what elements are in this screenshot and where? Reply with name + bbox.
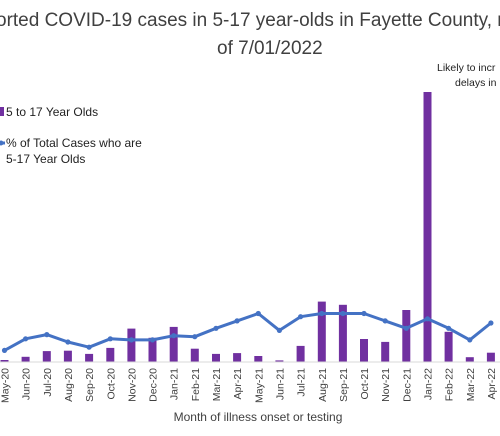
bar-jan-21 <box>169 326 178 362</box>
line-point-jul-20 <box>44 332 50 338</box>
line-point-jun-20 <box>23 336 29 342</box>
bar-jul-21 <box>296 345 305 362</box>
x-tick-jun-20: Jun-20 <box>21 368 33 400</box>
annotation-line-2: delays in <box>455 77 497 89</box>
x-tick-jun-21: Jun-21 <box>274 368 286 400</box>
line-point-dec-21 <box>403 325 409 331</box>
bar-jun-21 <box>275 360 284 362</box>
bar-oct-21 <box>360 339 368 362</box>
line-point-oct-21 <box>361 310 367 317</box>
bar-dec-21 <box>402 310 411 362</box>
x-tick-may-20: May-20 <box>0 368 12 403</box>
legend: 5 to 17 Year Olds % of Total Cases who a… <box>0 105 142 166</box>
x-tick-may-21: May-21 <box>253 368 265 403</box>
line-point-sep-21 <box>340 310 346 317</box>
bar-oct-20 <box>106 347 115 362</box>
x-tick-labels: May-20 Jun-20 Jul-20 Aug-20 Sep-20 Oct-20 Nov-… <box>0 368 498 403</box>
x-tick-aug-21: Aug-21 <box>317 368 329 402</box>
bar-nov-21 <box>381 341 390 362</box>
annotation-line-1: Likely to incr <box>437 62 496 74</box>
line-point-jan-21 <box>171 333 177 339</box>
bar-aug-20 <box>63 350 72 362</box>
bar-sep-21 <box>338 304 347 362</box>
bar-dec-20 <box>148 337 157 362</box>
line-point-may-21 <box>255 310 261 317</box>
bar-sep-20 <box>85 353 94 362</box>
bar-jun-20 <box>21 356 30 362</box>
bar-mar-21 <box>212 353 220 362</box>
line-point-feb-22 <box>446 325 452 331</box>
legend-line-label-1: % of Total Cases who are <box>6 136 142 150</box>
line-point-sep-20 <box>86 344 92 350</box>
x-tick-dec-20: Dec-20 <box>148 368 160 402</box>
line-series <box>1 310 494 353</box>
legend-line-marker <box>0 140 4 146</box>
line-point-oct-20 <box>107 336 113 342</box>
x-tick-sep-20: Sep-20 <box>84 368 96 402</box>
line-point-mar-21 <box>213 325 219 331</box>
x-axis-title: Month of illness onset or testing <box>174 410 343 424</box>
line-point-dec-20 <box>149 337 156 343</box>
x-tick-mar-22: Mar-22 <box>465 368 477 401</box>
percent-line <box>3 312 492 352</box>
bar-may-21 <box>254 356 263 362</box>
bar-series <box>0 92 495 362</box>
x-tick-feb-22: Feb-22 <box>444 368 456 401</box>
bar-may-20 <box>0 360 9 362</box>
x-tick-jul-21: Jul-21 <box>296 368 308 397</box>
legend-bar-label: 5 to 17 Year Olds <box>6 105 98 119</box>
bar-mar-22 <box>465 357 474 362</box>
line-point-jul-21 <box>298 314 304 320</box>
line-point-jun-21 <box>276 327 282 333</box>
bar-apr-22 <box>486 352 495 362</box>
x-tick-sep-21: Sep-21 <box>338 368 350 402</box>
line-point-nov-20 <box>128 337 134 343</box>
x-tick-dec-21: Dec-21 <box>401 368 413 402</box>
line-point-aug-21 <box>319 310 325 317</box>
line-point-nov-21 <box>382 318 388 324</box>
bar-nov-20 <box>127 328 136 362</box>
bar-jul-20 <box>42 351 51 362</box>
chart-title-line-2: of 7/01/2022 <box>217 38 323 59</box>
bar-feb-22 <box>444 331 453 362</box>
x-tick-jul-20: Jul-20 <box>42 368 54 397</box>
x-tick-jan-21: Jan-21 <box>169 368 181 400</box>
x-tick-feb-21: Feb-21 <box>190 368 202 401</box>
bar-jan-22 <box>423 92 432 362</box>
line-point-mar-22 <box>467 337 473 343</box>
chart-title-line-1: orted COVID-19 cases in 5-17 year-olds i… <box>0 10 500 31</box>
x-tick-oct-21: Oct-21 <box>359 368 371 400</box>
line-point-may-20 <box>1 347 8 353</box>
legend-bar-swatch <box>0 107 4 116</box>
bar-apr-21 <box>233 353 242 362</box>
line-point-apr-22 <box>488 320 494 326</box>
line-point-apr-21 <box>234 318 240 324</box>
x-tick-nov-20: Nov-20 <box>126 368 138 402</box>
line-point-jan-22 <box>424 316 431 322</box>
x-tick-mar-21: Mar-21 <box>211 368 223 401</box>
x-tick-oct-20: Oct-20 <box>105 368 117 400</box>
line-point-feb-21 <box>192 334 198 340</box>
bar-aug-21 <box>317 301 326 362</box>
x-tick-apr-22: Apr-22 <box>486 368 498 400</box>
x-tick-aug-20: Aug-20 <box>63 368 75 402</box>
x-tick-apr-21: Apr-21 <box>232 368 244 400</box>
x-tick-nov-21: Nov-21 <box>380 368 392 402</box>
legend-line-label-2: 5-17 Year Olds <box>6 152 85 166</box>
line-point-aug-20 <box>65 339 71 345</box>
x-tick-jan-22: Jan-22 <box>423 368 435 400</box>
bar-feb-21 <box>190 348 199 362</box>
